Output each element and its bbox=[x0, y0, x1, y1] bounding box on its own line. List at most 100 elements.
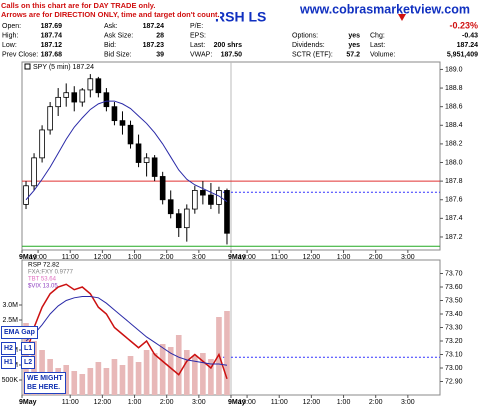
x-tick-label: 2:00 bbox=[369, 254, 383, 261]
y2-tick-label: 500K bbox=[2, 377, 19, 384]
volume-bar bbox=[79, 374, 86, 395]
down-arrow bbox=[398, 14, 406, 21]
y-tick-label: 73.10 bbox=[445, 351, 463, 358]
x-tick-label: 2:00 bbox=[369, 399, 383, 406]
volume-bar bbox=[159, 344, 166, 395]
candle-body bbox=[143, 157, 150, 163]
x-tick-label: 11:00 bbox=[271, 399, 288, 406]
symbol: RSH LS bbox=[215, 9, 266, 25]
candle-body bbox=[39, 129, 45, 159]
y-tick-label: 187.4 bbox=[445, 215, 463, 222]
quote-value: 28 bbox=[156, 32, 164, 39]
quote-value: 187.69 bbox=[41, 23, 63, 30]
y-tick-label: 73.70 bbox=[445, 270, 463, 277]
quote-value: 187.74 bbox=[41, 32, 63, 39]
y-tick-label: 187.2 bbox=[445, 234, 463, 241]
x-tick-label: 9May bbox=[19, 254, 37, 261]
volume-bar bbox=[200, 353, 206, 395]
candle-body bbox=[95, 78, 102, 94]
x-tick-label: 11:00 bbox=[62, 254, 79, 261]
volume-bar bbox=[183, 350, 190, 395]
quote-label: Dividends: bbox=[292, 42, 325, 49]
x-tick-label: 1:00 bbox=[337, 399, 351, 406]
quote-value: 187.50 bbox=[221, 51, 243, 58]
quote-label: Prev Close: bbox=[2, 51, 38, 58]
quote-value: 187.24 bbox=[143, 23, 165, 30]
volume-bar bbox=[63, 365, 70, 395]
quote-label: Bid: bbox=[104, 42, 116, 49]
quote-label: Options: bbox=[292, 32, 318, 39]
volume-bar bbox=[71, 371, 78, 395]
annotation: EMA Gap bbox=[1, 326, 38, 339]
candle-body bbox=[175, 213, 182, 229]
y-tick-label: 188.0 bbox=[445, 159, 463, 166]
quote-label: Open: bbox=[2, 23, 21, 30]
quote-label: Low: bbox=[2, 42, 17, 49]
candle-body bbox=[103, 92, 110, 108]
y-tick-label: 187.6 bbox=[445, 197, 463, 204]
legend: FXA:FXY 0.9777 bbox=[28, 270, 74, 276]
series-line bbox=[25, 295, 228, 366]
candle-body bbox=[55, 96, 61, 108]
y-tick-label: 73.00 bbox=[445, 365, 463, 372]
annotation: H1 bbox=[1, 356, 16, 369]
quote-label: Last: bbox=[370, 42, 385, 49]
x-tick-label: 10:00 bbox=[238, 254, 256, 261]
volume-bar bbox=[127, 356, 134, 395]
candle-body bbox=[183, 208, 190, 229]
volume-bar bbox=[95, 362, 102, 395]
quote-value: 187.12 bbox=[41, 42, 63, 49]
quote-value: yes bbox=[348, 32, 360, 39]
volume-bar bbox=[135, 362, 142, 395]
y2-tick-label: 3.0M bbox=[2, 302, 18, 309]
volume-bar bbox=[167, 347, 174, 395]
volume-bar bbox=[103, 368, 110, 395]
annotation: H2 bbox=[1, 342, 16, 355]
candle-body bbox=[167, 199, 174, 215]
volume-bar bbox=[111, 359, 118, 395]
quote-label: VWAP: bbox=[190, 51, 212, 58]
x-tick-label: 3:00 bbox=[401, 254, 415, 261]
quote-value: 187.23 bbox=[143, 42, 165, 49]
x-tick-label: 11:00 bbox=[62, 399, 79, 406]
x-tick-label: 10:00 bbox=[238, 399, 256, 406]
candle-body bbox=[159, 176, 166, 201]
note: Arrows are for DIRECTION ONLY, time and … bbox=[1, 10, 220, 19]
x-tick-label: 1:00 bbox=[128, 399, 142, 406]
candle-body bbox=[31, 157, 37, 187]
quote-value: 187.24 bbox=[457, 42, 479, 49]
volume-bar bbox=[87, 368, 94, 395]
series-line bbox=[25, 283, 228, 380]
quote-label: SCTR (ETF): bbox=[292, 51, 333, 58]
candle-body bbox=[63, 92, 70, 98]
candle-body bbox=[23, 185, 29, 205]
x-tick-label: 11:00 bbox=[271, 254, 288, 261]
quote-label: Chg: bbox=[370, 32, 385, 39]
candle-body bbox=[71, 92, 78, 103]
quote-label: High: bbox=[2, 32, 18, 39]
moving-average bbox=[25, 100, 228, 203]
quote-label: P/E: bbox=[190, 23, 203, 30]
x-tick-label: 12:00 bbox=[303, 254, 321, 261]
x-tick-label: 9May bbox=[19, 399, 37, 406]
quote-value: -0.43 bbox=[462, 32, 478, 39]
candle-body bbox=[200, 190, 206, 196]
x-tick-label: 12:00 bbox=[94, 399, 112, 406]
volume-bar bbox=[143, 350, 150, 395]
annotation: WE MIGHT BE HERE. bbox=[24, 372, 66, 394]
volume-bar bbox=[175, 335, 182, 395]
annotation: L1 bbox=[21, 342, 36, 355]
quote-label: Volume: bbox=[370, 51, 395, 58]
volume-bar bbox=[192, 356, 198, 395]
y-tick-label: 189.0 bbox=[445, 66, 463, 73]
candle-body bbox=[87, 78, 94, 91]
quote-value: yes bbox=[348, 42, 360, 49]
candle-body bbox=[208, 194, 214, 205]
quote-value: 200 shrs bbox=[214, 42, 243, 49]
x-tick-label: 9May bbox=[228, 254, 246, 261]
quote-label: Ask: bbox=[104, 23, 118, 30]
quote-value: 57.2 bbox=[346, 51, 360, 58]
legend: $VIX 13.05 bbox=[28, 284, 58, 290]
candle-body bbox=[79, 89, 86, 103]
